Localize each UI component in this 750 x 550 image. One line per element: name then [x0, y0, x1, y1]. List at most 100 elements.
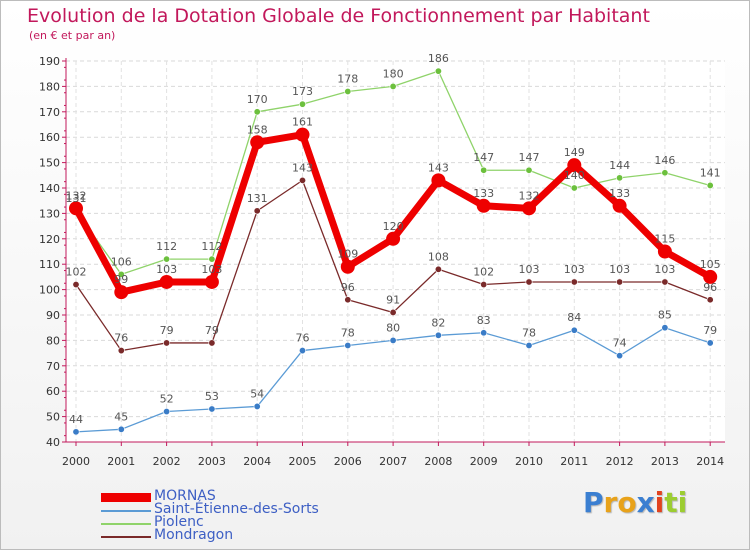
data-point: [117, 270, 125, 278]
data-label: 78: [341, 326, 355, 339]
data-label: 96: [341, 281, 355, 294]
legend-label: Mondragon: [154, 527, 234, 543]
logo-letter: x: [636, 486, 655, 519]
data-point: [661, 324, 669, 332]
data-point: [298, 347, 306, 355]
data-point: [434, 331, 442, 339]
data-point: [570, 326, 578, 334]
data-label: 82: [431, 316, 445, 329]
y-tick-label: 60: [46, 385, 60, 398]
x-tick-label: 2012: [606, 455, 634, 468]
data-label: 180: [383, 67, 404, 80]
data-label: 79: [205, 324, 219, 337]
data-point: [344, 341, 352, 349]
data-point: [706, 296, 714, 304]
y-tick-label: 90: [46, 309, 60, 322]
data-label: 158: [247, 123, 268, 136]
x-tick-label: 2011: [560, 455, 588, 468]
data-point: [570, 278, 578, 286]
data-point: [208, 255, 216, 263]
x-tick-label: 2013: [651, 455, 679, 468]
logo-letter: i: [677, 486, 688, 519]
data-point: [661, 169, 669, 177]
data-point: [250, 135, 265, 150]
x-tick-label: 2005: [289, 455, 317, 468]
y-tick-label: 100: [39, 284, 60, 297]
data-label: 132: [519, 189, 540, 202]
y-tick-label: 150: [39, 157, 60, 170]
data-point: [480, 281, 488, 289]
data-label: 140: [564, 169, 585, 182]
y-tick-label: 170: [39, 106, 60, 119]
data-point: [163, 408, 171, 416]
data-label: 178: [337, 72, 358, 85]
data-label: 109: [337, 248, 358, 261]
data-point: [389, 82, 397, 90]
chart-subtitle: (en € et par an): [29, 29, 116, 42]
data-point: [431, 173, 446, 188]
x-tick-label: 2001: [107, 455, 135, 468]
data-point: [616, 278, 624, 286]
data-point: [434, 67, 442, 75]
data-point: [525, 278, 533, 286]
data-label: 133: [609, 187, 630, 200]
data-point: [163, 339, 171, 347]
data-label: 52: [160, 393, 174, 406]
data-point: [616, 352, 624, 360]
data-point: [344, 296, 352, 304]
data-label: 120: [383, 220, 404, 233]
data-label: 83: [477, 314, 491, 327]
x-tick-label: 2014: [696, 455, 724, 468]
data-label: 79: [703, 324, 717, 337]
data-point: [525, 341, 533, 349]
data-point: [72, 428, 80, 436]
data-point: [706, 339, 714, 347]
data-label: 141: [700, 166, 721, 179]
data-point: [253, 207, 261, 215]
data-point: [253, 108, 261, 116]
data-point: [706, 181, 714, 189]
x-tick-label: 2000: [62, 455, 90, 468]
data-point: [480, 329, 488, 337]
y-tick-label: 180: [39, 80, 60, 93]
data-label: 143: [292, 161, 313, 174]
data-point: [657, 244, 672, 259]
data-point: [208, 339, 216, 347]
x-tick-label: 2006: [334, 455, 362, 468]
data-point: [253, 402, 261, 410]
data-label: 131: [66, 192, 87, 205]
data-point: [69, 201, 83, 216]
data-label: 149: [564, 146, 585, 159]
data-label: 103: [519, 263, 540, 276]
x-tick-label: 2004: [243, 455, 271, 468]
data-label: 108: [428, 250, 449, 263]
logo-letter: P: [583, 486, 604, 519]
data-label: 78: [522, 326, 536, 339]
data-label: 146: [654, 154, 675, 167]
data-point: [476, 198, 491, 213]
data-label: 131: [247, 192, 268, 205]
data-label: 115: [654, 233, 675, 246]
data-label: 74: [613, 337, 627, 350]
chart-title: Evolution de la Dotation Globale de Fonc…: [27, 5, 650, 27]
logo-letter: r: [603, 486, 618, 519]
data-point: [389, 308, 397, 316]
x-tick-label: 2003: [198, 455, 226, 468]
data-label: 53: [205, 390, 219, 403]
data-point: [340, 259, 355, 274]
x-tick-label: 2002: [153, 455, 181, 468]
data-label: 76: [114, 332, 128, 345]
data-point: [72, 281, 80, 289]
y-tick-label: 110: [39, 258, 60, 271]
data-point: [298, 176, 306, 184]
logo-letter: o: [617, 486, 637, 519]
data-label: 54: [250, 387, 264, 400]
data-label: 96: [703, 281, 717, 294]
data-point: [204, 274, 219, 289]
legend-label: MORNAS: [154, 488, 216, 504]
data-point: [344, 87, 352, 95]
plot-area: [66, 61, 725, 442]
data-label: 103: [609, 263, 630, 276]
data-label: 103: [156, 263, 177, 276]
